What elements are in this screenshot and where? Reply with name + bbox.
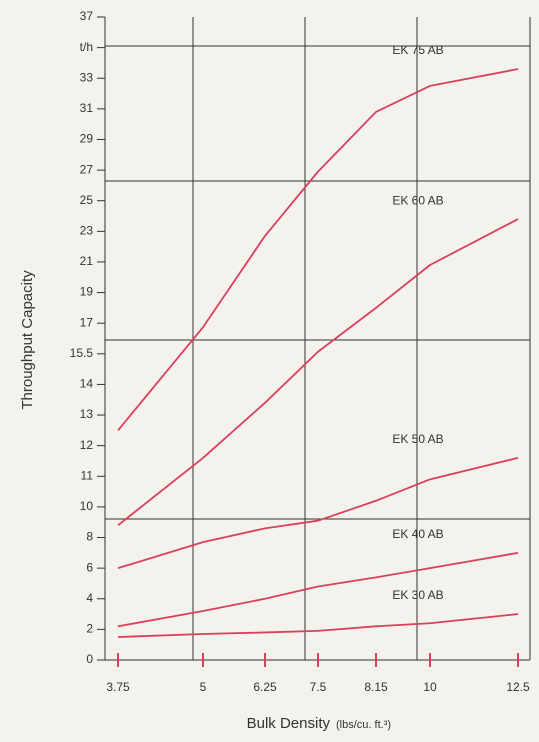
y-axis-title: Throughput Capacity xyxy=(19,270,36,410)
y-tick-label: 33 xyxy=(80,70,94,84)
series-line xyxy=(117,218,519,526)
x-axis-unit: (lbs/cu. ft.³) xyxy=(336,719,391,731)
x-tick-label: 8.15 xyxy=(364,680,388,694)
series-label: EK 75 AB xyxy=(392,43,443,57)
x-axis-title: Bulk Density xyxy=(247,715,331,732)
y-tick-label: 2 xyxy=(86,622,93,636)
y-tick-label: t/h xyxy=(80,40,93,54)
y-tick-label: 6 xyxy=(86,560,93,574)
series-label: EK 30 AB xyxy=(392,588,443,602)
y-tick-label: 21 xyxy=(80,254,94,268)
y-tick-label: 27 xyxy=(80,162,94,176)
series-line xyxy=(117,551,519,628)
x-tick-label: 10 xyxy=(423,680,437,694)
y-tick-label: 31 xyxy=(80,101,94,115)
y-tick-label: 15.5 xyxy=(70,346,94,360)
series-line xyxy=(117,68,519,431)
series-line xyxy=(117,457,519,570)
x-tick-label: 12.5 xyxy=(506,680,530,694)
series-label: EK 40 AB xyxy=(392,527,443,541)
y-tick-label: 8 xyxy=(86,530,93,544)
series-label: EK 50 AB xyxy=(392,432,443,446)
x-tick-label: 3.75 xyxy=(106,680,130,694)
y-tick-label: 13 xyxy=(80,407,94,421)
series-line xyxy=(117,613,519,638)
x-tick-label: 5 xyxy=(200,680,207,694)
y-tick-label: 37 xyxy=(80,9,94,23)
y-tick-label: 11 xyxy=(81,468,94,482)
y-tick-label: 17 xyxy=(80,315,94,329)
y-tick-label: 10 xyxy=(80,499,94,513)
y-tick-label: 19 xyxy=(80,285,94,299)
y-tick-label: 29 xyxy=(80,132,94,146)
y-tick-label: 12 xyxy=(80,438,94,452)
y-tick-label: 23 xyxy=(80,224,94,238)
y-tick-label: 14 xyxy=(80,377,94,391)
y-tick-label: 25 xyxy=(80,193,94,207)
y-tick-label: 4 xyxy=(86,591,93,605)
x-tick-label: 7.5 xyxy=(310,680,327,694)
x-tick-label: 6.25 xyxy=(253,680,277,694)
y-tick-label: 0 xyxy=(86,652,93,666)
series-label: EK 60 AB xyxy=(392,193,443,207)
